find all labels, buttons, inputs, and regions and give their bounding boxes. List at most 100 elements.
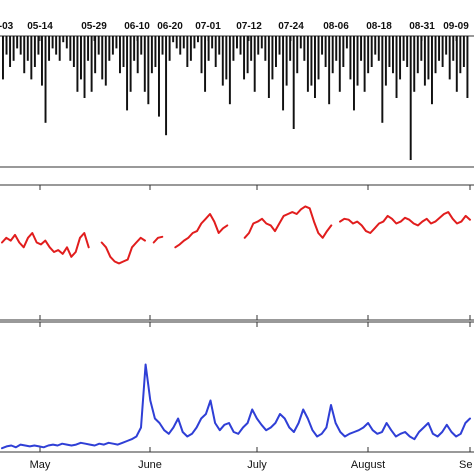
bar: [12, 36, 15, 61]
bar: [462, 36, 465, 67]
bar: [381, 36, 384, 123]
bar: [431, 36, 433, 105]
top-axis-label: 09-09: [443, 21, 469, 32]
bar: [239, 36, 242, 55]
bar: [129, 36, 132, 92]
bar: [420, 36, 423, 61]
top-panel: -03 05-14 05-29 06-10 06-20 07-01 07-12 07-24 08…: [0, 21, 474, 168]
bottom-axis-label: June: [138, 459, 162, 471]
bar: [87, 36, 90, 61]
bar: [55, 36, 58, 55]
red-series-segment: [339, 211, 471, 234]
bar: [119, 36, 121, 74]
bar: [388, 36, 391, 67]
bar: [97, 36, 100, 55]
bar: [26, 36, 29, 61]
top-axis-label: 08-06: [323, 21, 349, 32]
bar: [335, 36, 338, 61]
bar: [23, 36, 26, 74]
bar: [434, 36, 437, 74]
bar: [260, 36, 263, 49]
bar: [452, 36, 455, 61]
bar: [296, 36, 299, 74]
bar: [69, 36, 72, 61]
bar: [48, 36, 51, 61]
bar: [321, 36, 324, 55]
bar: [158, 36, 160, 117]
bar: [271, 36, 274, 80]
bar: [228, 36, 231, 105]
red-series: [1, 205, 471, 265]
bar: [175, 36, 178, 49]
bar: [182, 36, 185, 49]
red-series-segment: [1, 232, 90, 258]
bar: [306, 36, 309, 92]
bar: [356, 36, 359, 86]
top-axis-label: 06-20: [157, 21, 183, 32]
bar: [218, 36, 221, 55]
bar: [172, 36, 175, 43]
bar: [349, 36, 352, 80]
top-axis-label: -03: [0, 21, 14, 32]
bar: [363, 36, 366, 92]
bar: [448, 36, 451, 80]
bar: [331, 36, 334, 74]
bar: [101, 36, 104, 80]
bar: [90, 36, 93, 92]
bar: [345, 36, 348, 49]
bar: [253, 36, 256, 92]
top-axis-label: 05-14: [27, 21, 53, 32]
bar: [168, 36, 171, 61]
bar: [377, 36, 380, 61]
bar: [310, 36, 313, 86]
bar: [257, 36, 260, 55]
bar: [161, 36, 164, 55]
top-axis-labels: -03 05-14 05-29 06-10 06-20 07-01 07-12 07-24 08…: [0, 21, 469, 32]
bar: [246, 36, 249, 74]
top-axis-label: 07-12: [236, 21, 262, 32]
bar: [19, 36, 22, 55]
top-axis-label: 07-01: [195, 21, 221, 32]
red-series-segment: [152, 235, 164, 244]
bottom-panel: May June July August Se: [0, 321, 474, 471]
bar: [466, 36, 469, 98]
bottom-axis-label: July: [247, 459, 267, 471]
top-axis-label: 07-24: [278, 21, 304, 32]
bar: [299, 36, 302, 49]
bottom-axis-ticks: [39, 322, 471, 452]
blue-series: [1, 363, 471, 450]
bar: [402, 36, 405, 61]
bar: [353, 36, 355, 111]
red-series-segment: [100, 236, 146, 265]
bar-series: [2, 36, 469, 160]
top-axis-label: 06-10: [124, 21, 150, 32]
bottom-axis-label: May: [30, 459, 51, 471]
bar: [51, 36, 54, 49]
bar: [236, 36, 238, 49]
bar: [133, 36, 136, 61]
bar: [445, 36, 448, 55]
bar: [154, 36, 157, 67]
bar: [384, 36, 387, 86]
bar: [108, 36, 111, 61]
bar: [126, 36, 129, 111]
bar: [30, 36, 33, 80]
bar: [58, 36, 61, 61]
bar: [197, 36, 199, 43]
bar: [62, 36, 65, 43]
bar: [399, 36, 402, 80]
bar: [115, 36, 118, 49]
bar: [243, 36, 246, 80]
bar: [147, 36, 150, 105]
bar: [94, 36, 97, 74]
bar: [16, 36, 19, 49]
bar: [250, 36, 253, 61]
bar: [342, 36, 345, 67]
bar: [104, 36, 107, 86]
bar: [211, 36, 214, 49]
bar: [406, 36, 409, 67]
bar: [413, 36, 416, 92]
bar: [76, 36, 79, 92]
bar: [214, 36, 217, 67]
bar: [292, 36, 295, 129]
